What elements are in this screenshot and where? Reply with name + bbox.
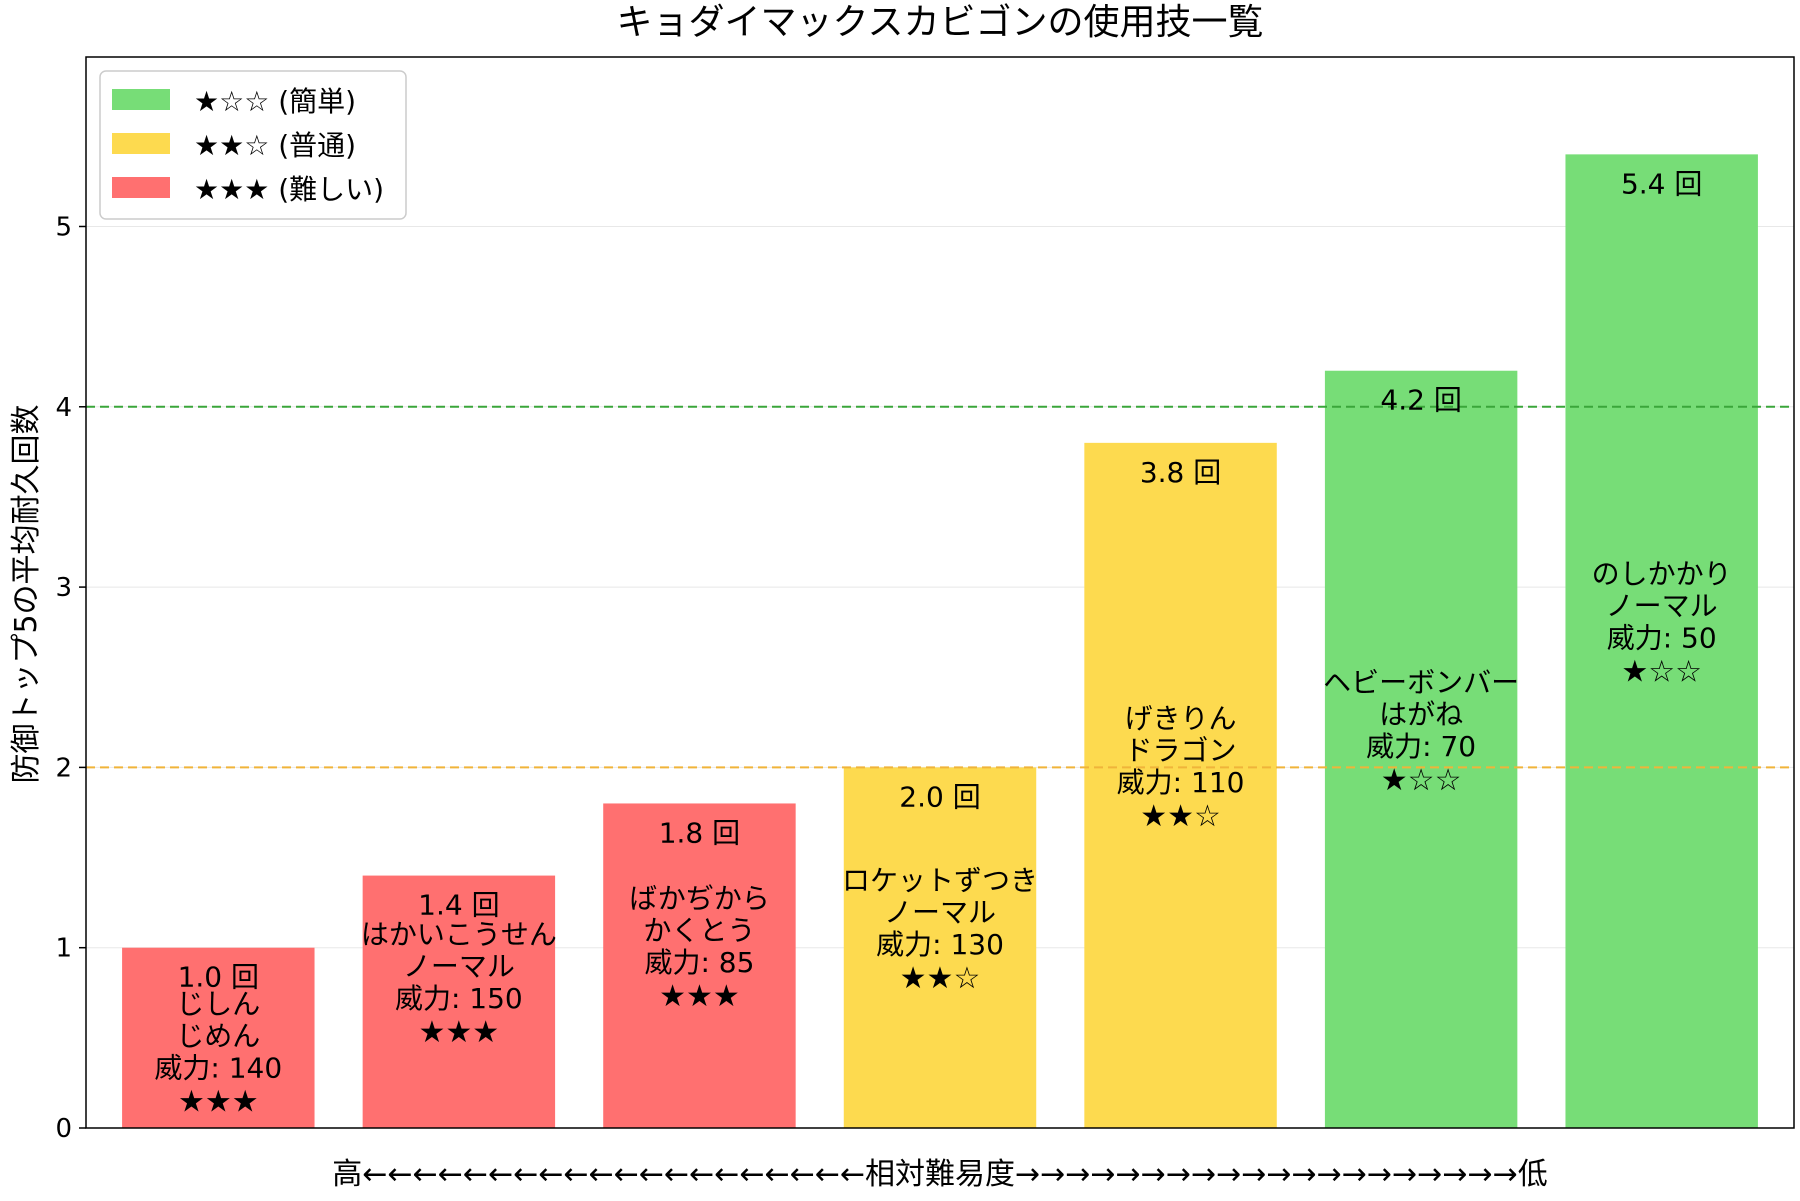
y-tick-label: 3 [55,573,72,603]
chart-title: キョダイマックスカビゴンの使用技一覧 [617,2,1264,43]
legend-swatch [112,177,170,198]
bar-move-label: のしかかり [1592,558,1732,591]
bar-stars-label: ★★☆ [900,961,981,996]
bar-stars-label: ★☆☆ [1381,763,1462,798]
bar-move-label: げきりん [1125,702,1237,735]
legend-label: ★★★ (難しい) [194,173,384,206]
y-axis-label: 防御トップ5の平均耐久回数 [9,404,44,783]
bar-move-label: ヘビーボンバー [1323,666,1519,699]
bar-power-label: 威力: 70 [1366,730,1476,763]
y-tick-label: 0 [55,1114,72,1144]
bar-power-label: 威力: 85 [644,946,754,979]
bar-type-label: じめん [176,1020,260,1053]
legend-swatch [112,133,170,154]
x-axis-label: 高←←←←←←←←←←←←←←←←←←←←相対難易度→→→→→→→→→→→→→→… [332,1157,1547,1192]
bar-type-label: はがね [1379,698,1463,731]
chart-svg: キョダイマックスカビゴンの使用技一覧 防御トップ5の平均耐久回数 高←←←←←←… [0,0,1800,1197]
bar-type-label: かくとう [643,914,755,947]
bar-move-label: ロケットずつき [842,864,1038,897]
bar-power-label: 威力: 140 [154,1052,282,1085]
legend: ★☆☆ (簡単) ★★☆ (普通) ★★★ (難しい) [100,71,406,219]
legend-label: ★★☆ (普通) [194,129,356,162]
legend-label: ★☆☆ (簡単) [194,85,356,118]
bar-type-label: ノーマル [1606,590,1718,623]
bar-power-label: 威力: 150 [395,982,523,1015]
bar-stars-label: ★★★ [178,1085,259,1120]
bar-stars-label: ★☆☆ [1621,655,1702,690]
bar-value-label: 2.0 回 [899,780,980,813]
bar-stars-label: ★★☆ [1140,799,1221,834]
bar-power-label: 威力: 110 [1117,766,1245,799]
bar-move-label: じしん [176,988,260,1021]
bar-stars-label: ★★★ [659,979,740,1014]
bar-type-label: ノーマル [403,950,515,983]
bar-type-label: ノーマル [884,896,996,929]
bar-power-label: 威力: 50 [1607,622,1717,655]
bar-value-label: 4.2 回 [1380,384,1461,417]
bar-power-label: 威力: 130 [876,928,1004,961]
legend-swatch [112,89,170,110]
bar-value-label: 1.8 回 [659,816,740,849]
y-tick-label: 1 [55,934,72,964]
bar-move-label: はかいこうせん [361,918,557,951]
y-tick-label: 5 [55,212,72,242]
y-tick-label: 4 [55,393,72,423]
y-tick-label: 2 [55,753,72,783]
bar-move-label: ばかぢから [629,882,770,915]
bar-value-label: 1.4 回 [418,889,499,922]
bar-value-label: 3.8 回 [1140,456,1221,489]
bar-type-label: ドラゴン [1125,734,1237,767]
bar-chart: キョダイマックスカビゴンの使用技一覧 防御トップ5の平均耐久回数 高←←←←←←… [0,0,1800,1197]
bar-stars-label: ★★★ [419,1015,500,1050]
bar-value-label: 5.4 回 [1621,167,1702,200]
